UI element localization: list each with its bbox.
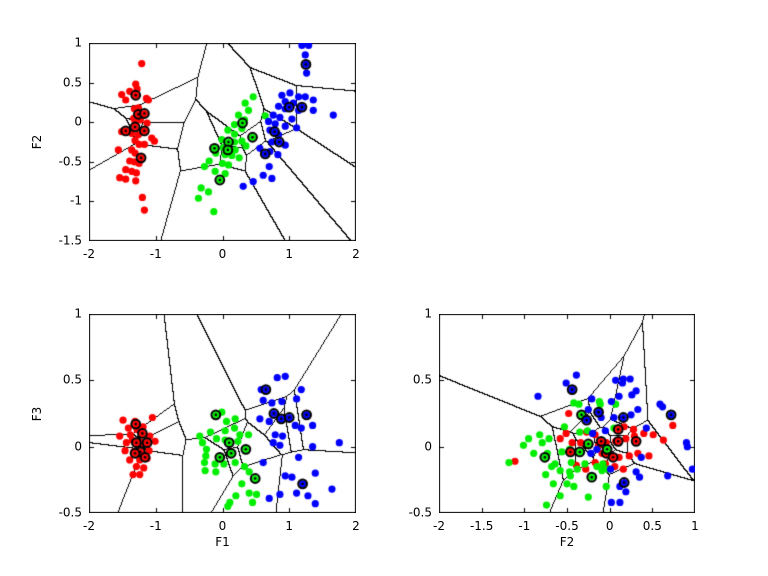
y-tick-label: -0.5: [58, 505, 82, 520]
x-tick-label: -1: [149, 519, 162, 533]
y-tick-label: 0.5: [412, 372, 432, 387]
x-tick-label: 2: [352, 247, 360, 261]
x-tick-label: 0: [218, 519, 227, 533]
plot-canvas: [89, 314, 356, 513]
y-tick-label: -0.5: [408, 505, 432, 520]
x-axis-label: F2: [559, 535, 575, 549]
plot-canvas: [89, 43, 356, 241]
scatter-f2-f3: [439, 314, 695, 513]
x-tick-label: -1: [149, 247, 162, 261]
y-axis-label: F2: [30, 134, 44, 150]
y-tick-label: 1: [424, 306, 432, 321]
y-tick-label: 0: [74, 438, 82, 453]
x-tick-label: 1: [285, 519, 294, 533]
y-tick-label: 0.5: [62, 372, 82, 387]
y-tick-label: 0: [74, 114, 82, 129]
y-axis-label: F3: [30, 406, 44, 421]
y-tick-label: -1: [70, 193, 82, 208]
x-tick-label: -2: [83, 247, 95, 261]
x-tick-label: -1.5: [469, 519, 494, 533]
y-tick-label: 1: [74, 306, 82, 321]
x-tick-label: -2: [433, 519, 445, 533]
x-tick-label: -2: [83, 519, 95, 533]
x-tick-label: 2: [352, 519, 360, 533]
y-tick-label: 0.5: [62, 74, 82, 89]
x-tick-label: 1: [691, 519, 699, 533]
scatter-f1-f3: [89, 314, 356, 513]
x-tick-label: 0.5: [642, 519, 662, 533]
y-tick-label: 1: [74, 35, 82, 50]
y-tick-label: -0.5: [58, 154, 82, 169]
x-axis-label: F1: [215, 535, 230, 549]
scatter-f1-f2: [89, 43, 356, 241]
plot-canvas: [439, 314, 695, 513]
x-tick-label: -1: [518, 519, 531, 533]
x-tick-label: 1: [285, 247, 294, 261]
y-tick-label: -1.5: [58, 233, 82, 248]
y-tick-label: 0: [424, 438, 432, 453]
x-tick-label: 0: [605, 519, 614, 533]
x-tick-label: 0: [218, 247, 227, 261]
x-tick-label: -0.5: [555, 519, 579, 533]
